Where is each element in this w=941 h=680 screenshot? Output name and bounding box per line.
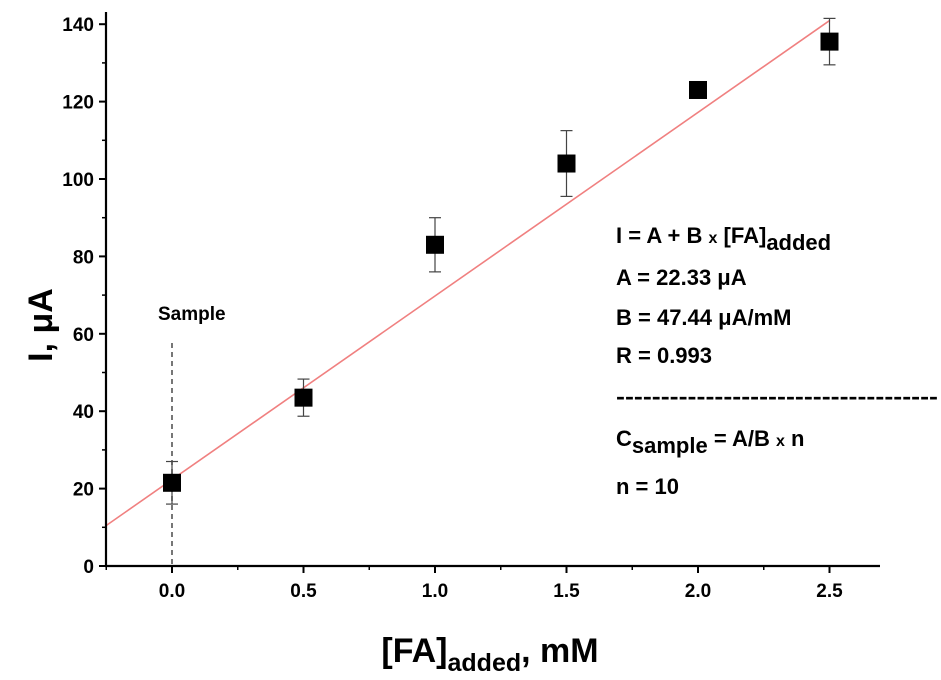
x-axis-title-sub: added: [448, 649, 522, 677]
r-value-line: R = 0.993: [616, 343, 712, 368]
data-point-1: [294, 378, 313, 417]
data-point-3: [557, 130, 576, 198]
y-tick-label-40: 40: [73, 402, 94, 423]
marker: [820, 32, 839, 51]
equation-line: I = A + B x [FA]added: [616, 223, 831, 255]
data-point-2: [426, 217, 444, 273]
x-tick-label-2.5: 2.5: [816, 581, 843, 602]
y-tick-label-140: 140: [62, 15, 94, 36]
fit-annotation: I = A + B x [FA]added A = 22.33 μA B = 4…: [616, 223, 938, 499]
c-end: n: [785, 426, 805, 451]
x-tick-label-0.5: 0.5: [290, 581, 317, 602]
y-tick-label-100: 100: [62, 170, 94, 191]
equation-times: x: [709, 230, 718, 247]
y-tick-label-80: 80: [73, 247, 94, 268]
equation-main: I = A + B: [616, 223, 709, 248]
y-axis-title: I, μA: [22, 288, 60, 362]
y-tick-label-0: 0: [83, 557, 94, 578]
marker: [426, 235, 444, 254]
c-rest: = A/B: [708, 426, 776, 451]
marker: [163, 473, 181, 492]
data-point-4: [689, 80, 707, 99]
c-times: x: [776, 433, 785, 450]
x-tick-label-2.0: 2.0: [685, 581, 711, 602]
x-tick-label-1.0: 1.0: [422, 581, 448, 602]
sample-label: Sample: [158, 304, 226, 325]
marker: [689, 80, 707, 99]
y-tick-label-120: 120: [62, 93, 94, 114]
c-main: C: [616, 426, 632, 451]
x-axis-title-suffix: , mM: [521, 632, 598, 670]
marker: [294, 388, 313, 407]
c-sample-line: Csample = A/B x n: [616, 426, 804, 458]
y-tick-label-60: 60: [73, 325, 94, 346]
b-value-line: B = 47.44 μA/mM: [616, 305, 791, 330]
x-axis-title-main: [FA]: [381, 632, 447, 670]
x-axis-title: [FA]added, mM: [381, 632, 598, 677]
data-point-0: [163, 460, 181, 505]
marker: [557, 154, 576, 173]
fit-line: [105, 19, 831, 527]
x-tick-label-0.0: 0.0: [159, 581, 185, 602]
a-value-line: A = 22.33 μA: [616, 265, 747, 290]
equation-sub: added: [766, 230, 831, 255]
equation-rest: [FA]: [717, 223, 766, 248]
x-tick-label-1.5: 1.5: [553, 581, 580, 602]
y-tick-label-20: 20: [73, 480, 94, 501]
n-value-line: n = 10: [616, 474, 679, 499]
c-sub: sample: [632, 433, 708, 458]
dashed-separator: ------------------------------------: [616, 384, 938, 409]
data-point-5: [820, 17, 839, 66]
